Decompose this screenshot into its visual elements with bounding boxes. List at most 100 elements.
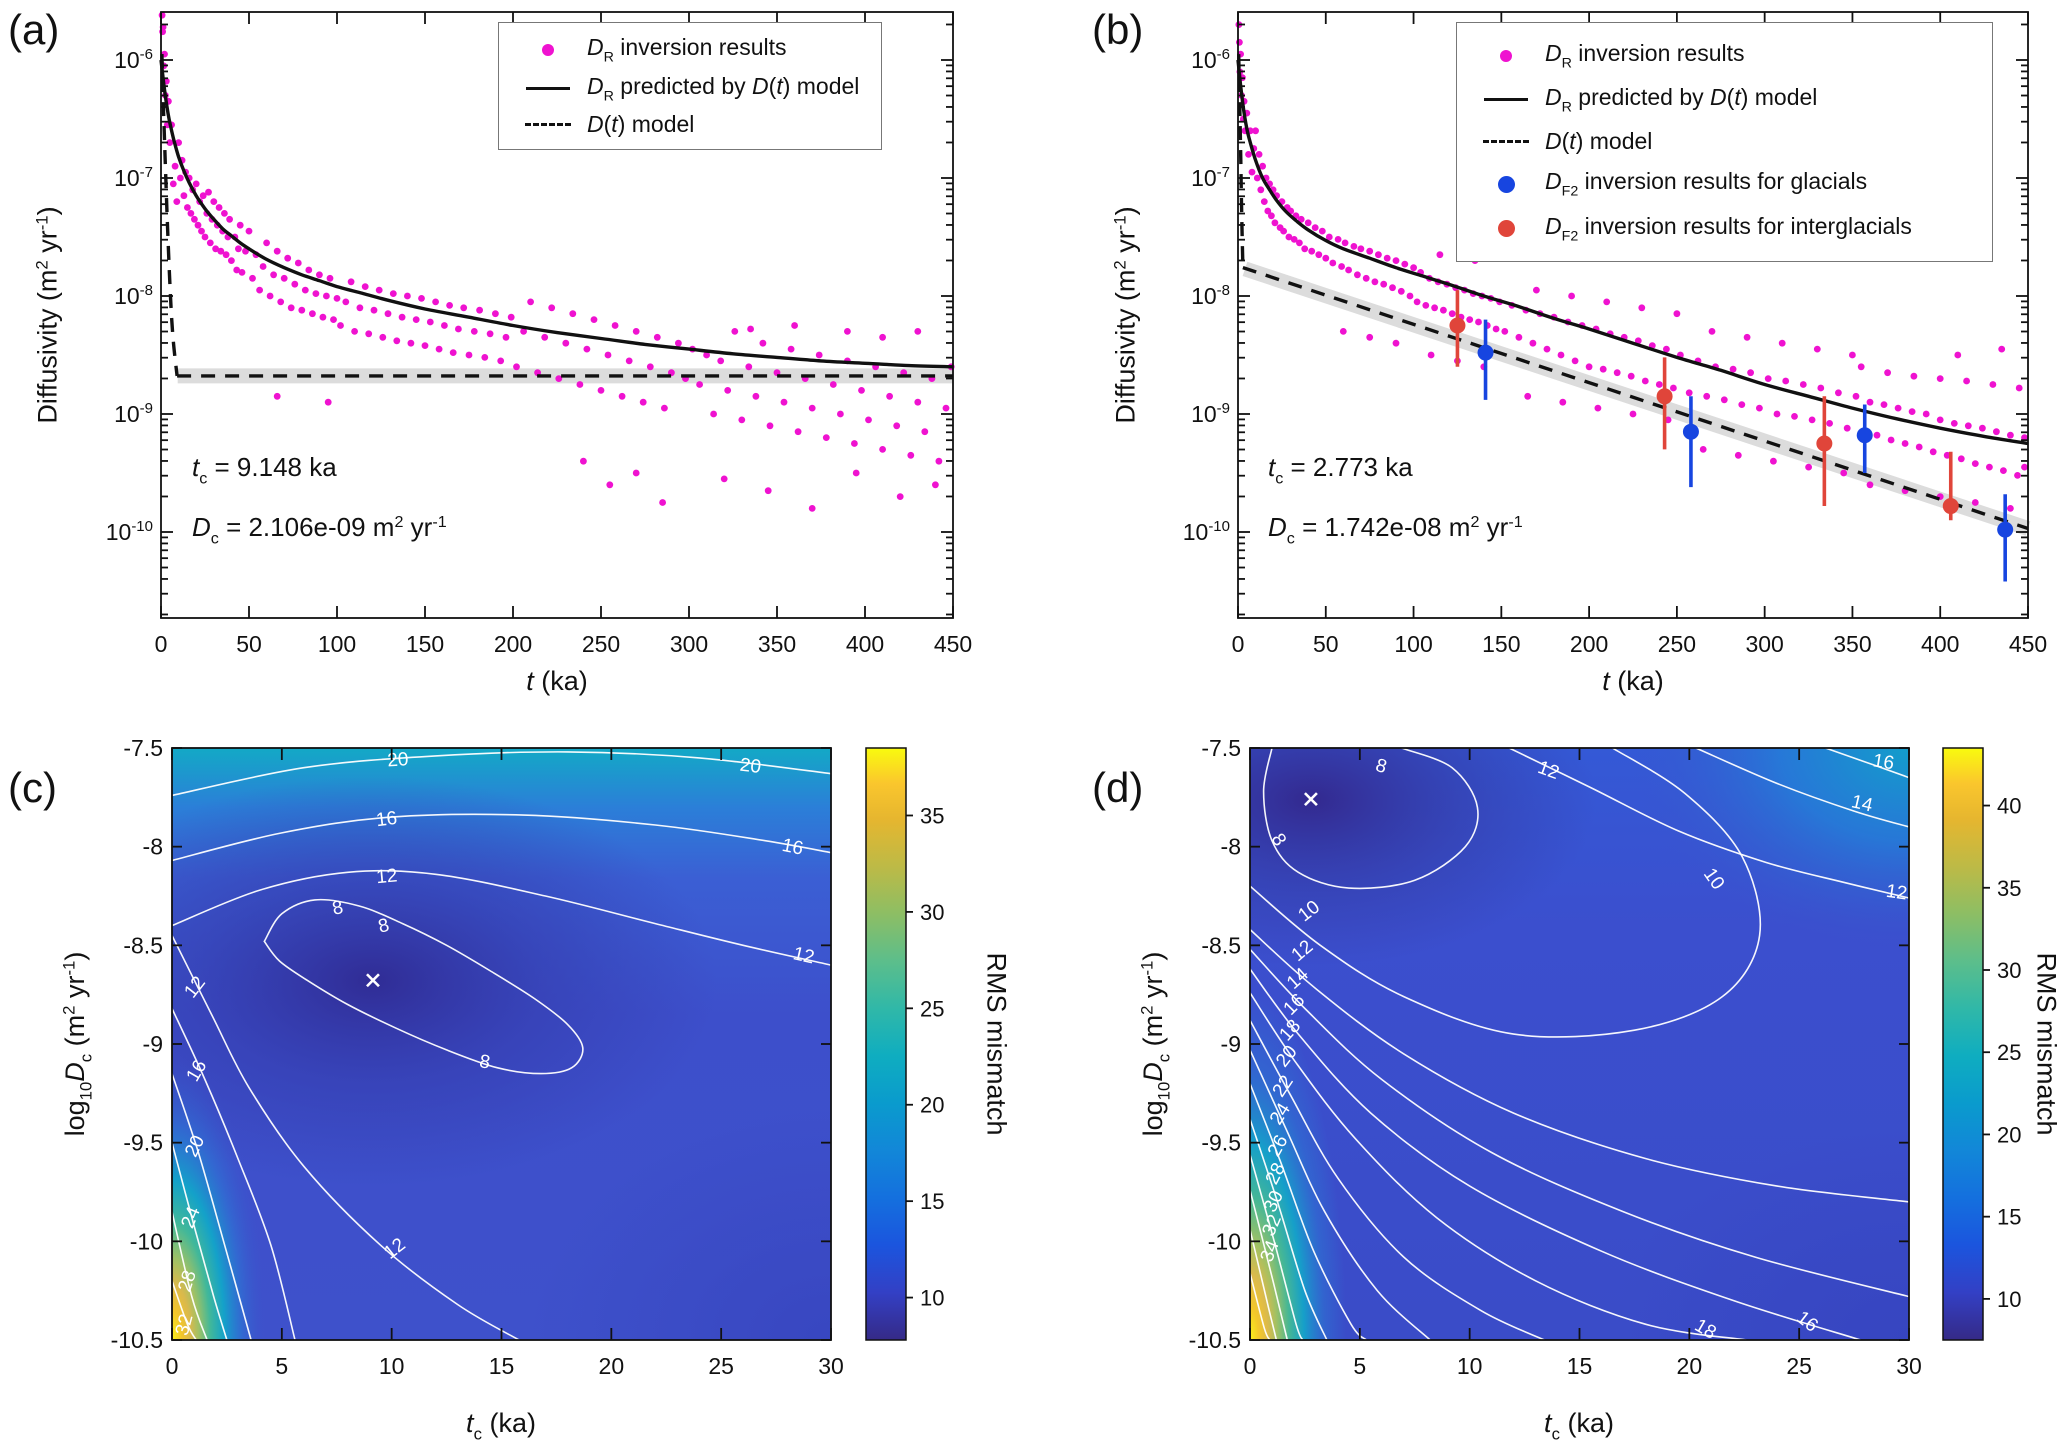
heatmap-surface — [172, 748, 831, 1340]
legend-item-label: DR inversion results — [587, 34, 787, 66]
panel-d-colorbar-label: RMS mismatch — [2031, 952, 2062, 1136]
y-tick-label: -10.5 — [1189, 1327, 1241, 1353]
interglacial-points — [1449, 290, 1959, 521]
axes-box — [1249, 747, 1910, 1341]
optimum-x-marker — [1303, 792, 1318, 807]
glacial-marker-icon — [1497, 175, 1515, 193]
panel-a-plot: 0 50 100 150 200 250 300 350 400 450 10-6 10-7 10-8 1… — [106, 11, 972, 657]
y-tick-label: -10 — [130, 1228, 163, 1254]
x-tick-label: 30 — [818, 1353, 844, 1379]
y-tick-label: -9.5 — [1201, 1130, 1241, 1156]
scatter-points — [158, 11, 955, 512]
panel-a-legend: DR inversion results DR predicted by D(t… — [498, 22, 882, 150]
x-tick-label: 200 — [1570, 631, 1608, 657]
solid-line-icon — [526, 86, 570, 90]
x-tick-label: 10 — [379, 1353, 405, 1379]
axes-box — [160, 11, 954, 619]
x-tick-label: 250 — [582, 631, 620, 657]
colorbar-tick-label: 20 — [920, 1093, 944, 1118]
axes-box — [171, 747, 832, 1341]
y-tick-label: -8 — [1221, 834, 1241, 860]
x-tick-label: 100 — [318, 631, 356, 657]
panel-d-label: (d) — [1092, 764, 1144, 811]
scatter-marker-icon — [542, 43, 554, 56]
contour-label: 16 — [375, 808, 399, 831]
x-tick-label: 350 — [758, 631, 796, 657]
x-tick-label: 5 — [1353, 1353, 1366, 1379]
panel-c-label: (c) — [8, 764, 57, 811]
legend-item: D(t) model — [1467, 128, 1982, 155]
legend-item: DR inversion results — [1467, 40, 1982, 71]
panel-d-ylabel: log10Dc (m2 yr-1) — [1137, 951, 1174, 1137]
y-tick-label: 10-10 — [1183, 518, 1230, 545]
legend-item-label: DR inversion results — [1545, 39, 1745, 72]
panel-b-label: (b) — [1092, 6, 1144, 53]
colorbar-tick-label: 20 — [1997, 1122, 2021, 1147]
panel-a-xlabel: t (ka) — [526, 666, 588, 696]
x-tick-label: 5 — [275, 1353, 288, 1379]
panel-b-legend: DR inversion results DR predicted by D(t… — [1456, 22, 1993, 262]
colorbar-tick-label: 10 — [1997, 1287, 2021, 1312]
legend-item: D(t) model — [509, 111, 871, 138]
y-tick-label: -8 — [143, 834, 163, 860]
x-tick-label: 20 — [599, 1353, 625, 1379]
legend-item: DR inversion results — [509, 34, 871, 65]
colorbar-tick-label: 25 — [920, 996, 944, 1021]
legend-item: DR predicted by D(t) model — [1467, 84, 1982, 116]
y-tick-label: 10-8 — [114, 282, 153, 309]
colorbar-ticks: 10 15 20 25 30 35 40 — [1983, 794, 2021, 1312]
x-tick-label: 25 — [708, 1353, 734, 1379]
panel-b-plot: 0 50 100 150 200 250 300 350 400 450 10-6 10-7 10-8 1… — [1183, 11, 2047, 657]
y-tick-label: -9 — [143, 1031, 163, 1057]
legend-item-label: D(t) model — [1545, 128, 1653, 155]
x-tick-label: 10 — [1457, 1353, 1483, 1379]
contour-lines — [171, 751, 832, 1341]
contour-label: 16 — [1871, 750, 1895, 774]
y-tick-label: -7.5 — [1201, 735, 1241, 761]
x-tick-label: 0 — [155, 631, 168, 657]
colorbar — [865, 747, 907, 1341]
x-tick-label: 25 — [1786, 1353, 1812, 1379]
model-line-drop — [160, 54, 179, 377]
legend-item: DF2 inversion results for interglacials — [1467, 213, 1982, 244]
y-tick-label: 10-8 — [1191, 282, 1230, 309]
x-tick-label: 400 — [1921, 631, 1959, 657]
panel-c-xlabel: tc (ka) — [466, 1408, 536, 1444]
legend-item-label: DR predicted by D(t) model — [1545, 84, 1818, 116]
contour-label: 14 — [1849, 791, 1875, 816]
y-tick-label: -8.5 — [1201, 932, 1241, 958]
x-tick-label: 30 — [1896, 1353, 1922, 1379]
axis-ticks: 0 5 10 15 20 25 30 -7.5 -8 -8.5 -9 -9.5 -10 -10.5 — [111, 735, 844, 1379]
x-tick-label: 300 — [670, 631, 708, 657]
x-tick-label: 15 — [489, 1353, 515, 1379]
y-tick-label: 10-9 — [114, 400, 153, 427]
contour-label: 20 — [387, 749, 410, 771]
y-tick-label: -10 — [1208, 1228, 1241, 1254]
colorbar-tick-label: 40 — [1997, 794, 2021, 819]
colorbar — [1942, 747, 1984, 1341]
colorbar-ticks: 10 15 20 25 30 35 — [906, 803, 944, 1311]
optimum-x-marker — [366, 973, 380, 988]
x-tick-label: 450 — [934, 631, 972, 657]
contour-lines — [1249, 747, 1910, 1341]
x-tick-label: 0 — [1244, 1353, 1257, 1379]
contour-label: 20 — [739, 755, 763, 778]
panel-a-tc-annotation: tc = 9.148 ka — [192, 452, 337, 488]
y-tick-label: 10-6 — [114, 46, 153, 73]
scatter-marker-icon — [1500, 49, 1512, 62]
y-tick-label: 10-7 — [114, 164, 153, 191]
model-line — [1242, 265, 2029, 531]
panel-d-xlabel: tc (ka) — [1544, 1408, 1614, 1444]
glacial-points — [1477, 319, 2014, 582]
x-tick-label: 20 — [1677, 1353, 1703, 1379]
contour-label: 12 — [791, 943, 816, 968]
contour-label: 12 — [1885, 881, 1909, 905]
x-tick-label: 15 — [1567, 1353, 1593, 1379]
predicted-line — [1236, 59, 2029, 446]
panel-a-ylabel: Diffusivity (m2 yr-1) — [32, 206, 63, 424]
colorbar-tick-label: 10 — [920, 1286, 944, 1311]
interglacial-marker-icon — [1497, 219, 1515, 237]
colorbar-tick-label: 30 — [1997, 958, 2021, 983]
colorbar-tick-label: 30 — [920, 900, 944, 925]
